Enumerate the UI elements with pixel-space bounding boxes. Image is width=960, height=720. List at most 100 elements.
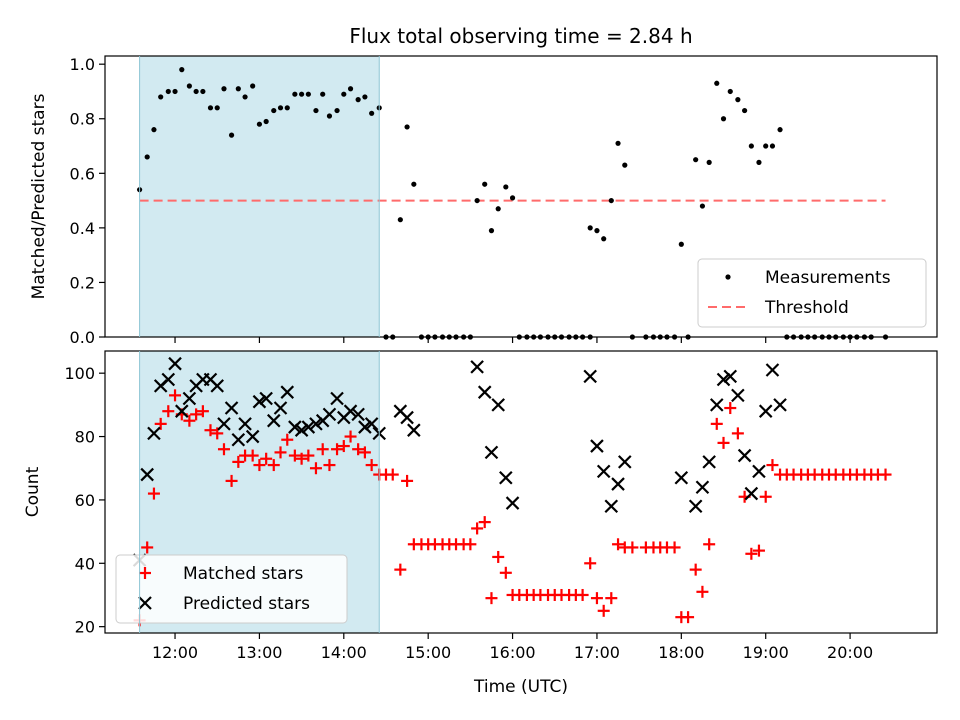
- ratio-shaded-interval: [139, 56, 380, 337]
- count-legend-box: [115, 554, 348, 624]
- predicted-stars-point: [322, 407, 337, 422]
- matched-stars-point: [331, 443, 344, 456]
- matched-stars-point: [689, 563, 702, 576]
- count-legend: Matched stars Predicted stars: [115, 554, 348, 624]
- matched-stars-point: [147, 487, 160, 500]
- measurements-point: [242, 94, 248, 100]
- count-x-tick-label: 16:00: [490, 643, 536, 662]
- predicted-stars-point: [245, 429, 260, 444]
- measurements-point: [742, 107, 748, 114]
- matched-stars-point: [394, 563, 407, 576]
- ratio-panel: 0.0 0.2 0.4 0.6 0.8 1.0 Matched/Predicted sta…: [29, 55, 938, 347]
- predicted-stars-point: [168, 356, 182, 371]
- predicted-stars-point: [273, 401, 288, 415]
- predicted-stars-point: [400, 410, 414, 425]
- predicted-stars-point: [709, 398, 724, 412]
- matched-stars-point: [344, 430, 357, 443]
- matched-stars-point: [358, 446, 371, 459]
- matched-stars-point: [288, 449, 301, 462]
- ratio-y-tick-label: 0.6: [70, 164, 95, 183]
- matched-stars-point: [745, 547, 758, 560]
- predicted-stars-point: [499, 470, 513, 485]
- matched-stars-point: [169, 389, 182, 402]
- measurements-point: [221, 86, 227, 92]
- matched-stars-point: [612, 538, 625, 551]
- matched-stars-point: [752, 544, 765, 557]
- count-x-tick-label: 12:00: [152, 643, 198, 662]
- predicted-stars-point: [301, 420, 316, 434]
- predicted-stars-point: [484, 445, 499, 460]
- count-x-tick-label: 18:00: [658, 643, 704, 662]
- matched-stars-point: [731, 427, 744, 440]
- count-x-tick-label: 15:00: [405, 643, 451, 662]
- matched-stars-point: [668, 541, 681, 554]
- measurements-point: [277, 105, 284, 111]
- predicted-stars-point: [477, 385, 492, 399]
- measurements-point: [601, 236, 607, 242]
- matched-stars-point: [295, 452, 308, 465]
- matched-stars-point: [246, 449, 259, 462]
- predicted-stars-point: [259, 391, 273, 406]
- predicted-stars-point: [611, 477, 625, 491]
- matched-stars-point: [183, 414, 196, 427]
- ratio-legend-box: [697, 258, 927, 328]
- predicted-stars-point: [330, 391, 344, 406]
- matched-stars-point: [211, 427, 224, 440]
- measurements-point: [587, 225, 593, 231]
- measurements-point: [228, 132, 235, 138]
- predicted-stars-point: [309, 417, 323, 431]
- measurements-point: [355, 97, 361, 103]
- predicted-stars-point: [175, 404, 189, 418]
- x-axis-label: Time (UTC): [473, 677, 568, 697]
- ratio-y-axis-label: Matched/Predicted stars: [29, 93, 49, 299]
- matched-stars-point: [597, 604, 610, 617]
- measurements-point: [271, 107, 277, 114]
- measurements-point: [186, 83, 192, 89]
- predicted-stars-point: [491, 398, 505, 412]
- predicted-stars-point: [231, 432, 246, 447]
- matched-stars-point: [696, 585, 709, 598]
- matched-stars-point: [196, 405, 209, 418]
- matched-stars-point: [703, 538, 716, 551]
- count-panel: 20 40 60 80 100 12:00 13:00 14:00 15:00 16:00 17:…: [23, 350, 938, 697]
- legend-predicted-marker: [138, 596, 152, 610]
- predicted-stars-point: [147, 426, 161, 441]
- ratio-y-ticks: 0.0 0.2 0.4 0.6 0.8 1.0: [70, 55, 105, 347]
- measurements-point: [158, 94, 164, 100]
- measurements-point: [193, 88, 199, 95]
- predicted-stars-point: [182, 391, 197, 406]
- count-x-tick-label: 13:00: [236, 643, 282, 662]
- matched-stars-point: [302, 449, 315, 462]
- count-y-ticks: 20 40 60 80 100: [64, 364, 105, 637]
- measurements-point: [397, 217, 403, 223]
- count-y-tick-label: 60: [75, 491, 95, 510]
- measurements-point: [594, 228, 600, 234]
- ratio-y-tick-label: 0.2: [70, 273, 95, 292]
- predicted-stars-point: [343, 404, 358, 418]
- count-x-tick-label: 14:00: [321, 643, 367, 662]
- matched-stars-point: [274, 446, 287, 459]
- matched-stars-point: [590, 592, 603, 605]
- predicted-stars-point: [596, 464, 611, 479]
- predicted-stars-point: [737, 448, 752, 463]
- predicted-stars-point: [364, 417, 379, 431]
- matched-stars-point: [281, 433, 294, 446]
- measurements-point: [495, 206, 501, 212]
- measurements-point: [735, 97, 741, 103]
- predicted-stars-point: [266, 413, 281, 428]
- matched-stars-point: [386, 468, 399, 481]
- measurements-point: [250, 83, 256, 89]
- matched-stars-point: [478, 516, 491, 529]
- measurements-point: [482, 181, 488, 187]
- predicted-stars-point: [140, 467, 154, 482]
- measurements-point: [777, 127, 783, 133]
- predicted-stars-point: [351, 407, 365, 422]
- measurements-point: [151, 127, 157, 133]
- matched-stars-point: [162, 405, 175, 418]
- measurements-point: [706, 159, 712, 165]
- measurements-point: [474, 197, 480, 204]
- matched-stars-point: [492, 550, 505, 563]
- measurements-point: [200, 88, 206, 95]
- ratio-y-tick-label: 0.8: [70, 110, 95, 129]
